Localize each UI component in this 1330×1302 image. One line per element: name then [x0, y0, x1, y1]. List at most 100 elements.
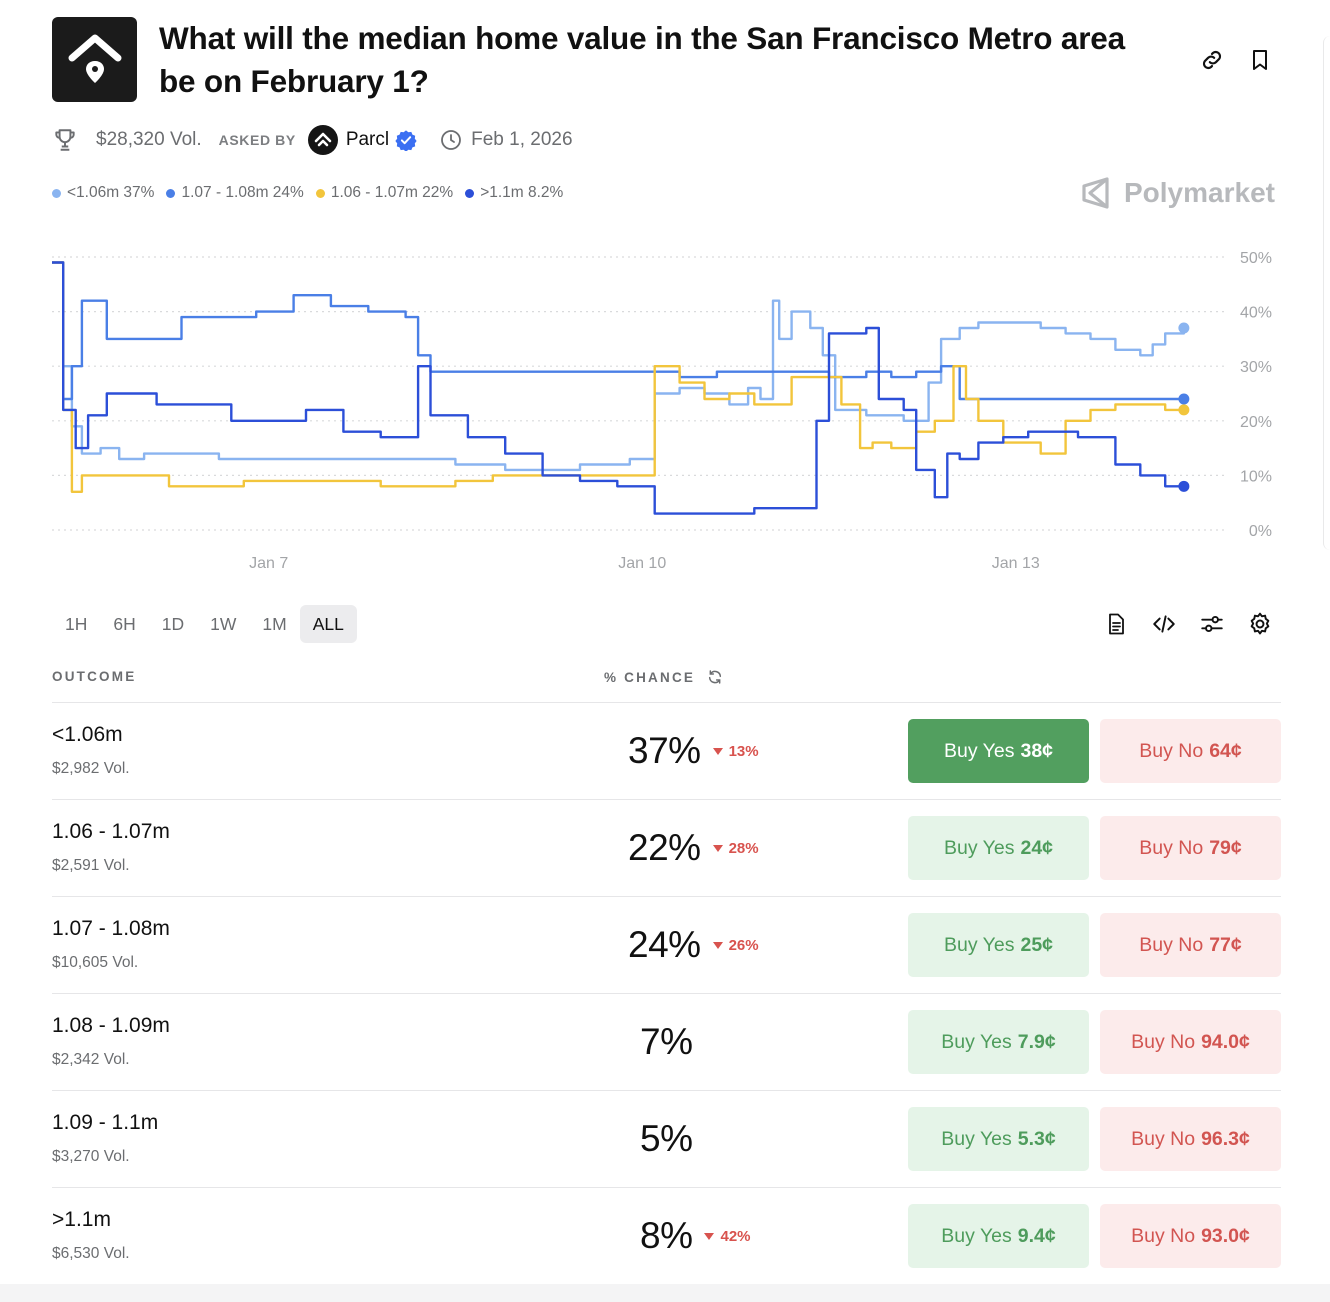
outcome-row[interactable]: 1.07 - 1.08m $10,605 Vol. 24% 26% Buy Yes 25¢… [52, 896, 1281, 993]
chance-percent: 24% [628, 924, 701, 965]
buy-no-price: 94.0¢ [1201, 1030, 1250, 1053]
legend-dot [52, 188, 61, 198]
buy-no-button[interactable]: Buy No 93.0¢ [1100, 1204, 1281, 1268]
outcome-row[interactable]: >1.1m $6,530 Vol. 8% 42% Buy Yes 9.4¢ Buy No 93… [52, 1187, 1281, 1284]
buy-yes-label: Buy Yes [941, 1127, 1012, 1150]
buy-no-label: Buy No [1131, 1127, 1196, 1150]
series-end-point [1178, 480, 1190, 492]
outcome-row[interactable]: 1.06 - 1.07m $2,591 Vol. 22% 28% Buy Yes 24¢ B… [52, 799, 1281, 896]
bookmark-icon[interactable] [1246, 46, 1274, 74]
outcome-chance-cell: 7% [552, 1019, 782, 1065]
outcome-volume: $10,605 Vol. [52, 954, 139, 971]
buy-yes-price: 38¢ [1020, 739, 1054, 762]
market-meta: $28,320 Vol. ASKED BY Parcl Feb 1, 2026 [52, 124, 573, 156]
buy-no-label: Buy No [1139, 836, 1204, 859]
buy-yes-price: 24¢ [1020, 836, 1054, 859]
down-triangle-icon [712, 747, 723, 755]
polymarket-logo-icon [1082, 177, 1109, 209]
settings-gear-icon[interactable] [1246, 610, 1274, 638]
outcome-volume: $6,530 Vol. [52, 1245, 130, 1262]
range-button-all[interactable]: ALL [299, 605, 357, 643]
chance-percent: 7% [640, 1021, 693, 1062]
copy-link-icon[interactable] [1198, 46, 1226, 74]
buy-yes-button[interactable]: Buy Yes 38¢ [908, 719, 1089, 783]
outcome-row[interactable]: 1.08 - 1.09m $2,342 Vol. 7% Buy Yes 7.9¢ Buy … [52, 993, 1281, 1090]
buy-yes-button[interactable]: Buy Yes 5.3¢ [908, 1107, 1089, 1171]
buy-yes-label: Buy Yes [943, 836, 1015, 859]
outcome-chance-cell: 5% [552, 1116, 782, 1162]
filter-sliders-icon[interactable] [1198, 610, 1226, 638]
legend-label: 1.07 - 1.08m 24% [181, 184, 304, 201]
document-icon[interactable] [1102, 610, 1130, 638]
outcome-volume: $2,342 Vol. [52, 1051, 130, 1068]
buy-yes-label: Buy Yes [941, 1030, 1012, 1053]
outcome-volume: $2,982 Vol. [52, 760, 130, 777]
x-tick-label: Jan 10 [618, 555, 666, 572]
buy-no-label: Buy No [1131, 1224, 1196, 1247]
outcome-label: >1.1m [52, 1208, 111, 1231]
buy-no-button[interactable]: Buy No 94.0¢ [1100, 1010, 1281, 1074]
y-tick-label: 50% [1240, 250, 1272, 267]
buy-yes-button[interactable]: Buy Yes 7.9¢ [908, 1010, 1089, 1074]
range-button-6h[interactable]: 6H [113, 613, 136, 634]
buy-no-label: Buy No [1139, 739, 1204, 762]
range-button-1d[interactable]: 1D [161, 613, 185, 634]
y-tick-label: 20% [1240, 414, 1272, 431]
buy-no-price: 77¢ [1209, 933, 1242, 956]
buy-yes-label: Buy Yes [941, 1224, 1012, 1247]
trophy-icon [55, 129, 75, 151]
embed-code-icon[interactable] [1150, 610, 1178, 638]
buy-no-button[interactable]: Buy No 64¢ [1100, 719, 1281, 783]
outcome-label: 1.07 - 1.08m [52, 917, 170, 940]
buy-yes-button[interactable]: Buy Yes 25¢ [908, 913, 1089, 977]
legend-dot [166, 188, 176, 198]
down-triangle-icon [712, 844, 723, 852]
refresh-icon[interactable] [707, 669, 723, 685]
buy-yes-button[interactable]: Buy Yes 9.4¢ [908, 1204, 1089, 1268]
range-button-1w[interactable]: 1W [210, 613, 237, 634]
x-tick-label: Jan 13 [992, 555, 1040, 572]
buy-no-button[interactable]: Buy No 77¢ [1100, 913, 1281, 977]
legend-dot [465, 188, 475, 198]
y-tick-label: 10% [1240, 468, 1272, 485]
chance-change-badge: 42% [704, 1228, 751, 1245]
series-end-point [1178, 404, 1190, 416]
chance-column-header: % CHANCE [604, 669, 723, 685]
buy-yes-button[interactable]: Buy Yes 24¢ [908, 816, 1089, 880]
outcome-row[interactable]: <1.06m $2,982 Vol. 37% 13% Buy Yes 38¢ Buy No 6… [52, 702, 1281, 799]
creator-name[interactable]: Parcl [345, 129, 390, 150]
buy-no-label: Buy No [1139, 933, 1204, 956]
asked-by-label: ASKED BY [218, 132, 296, 148]
legend-label: >1.1m 8.2% [480, 184, 564, 201]
market-logo [52, 17, 137, 102]
outcome-header-label: OUTCOME [52, 669, 137, 684]
range-button-1m[interactable]: 1M [262, 613, 287, 634]
outcome-row[interactable]: 1.09 - 1.1m $3,270 Vol. 5% Buy Yes 5.3¢ Buy N… [52, 1090, 1281, 1187]
outcome-label: 1.08 - 1.09m [52, 1014, 170, 1037]
chance-change-value: 26% [728, 936, 759, 954]
chance-percent: 37% [628, 730, 701, 771]
outcome-chance-cell: 22% 28% [552, 825, 782, 871]
legend-label: <1.06m 37% [67, 184, 155, 201]
page-footer-strip [0, 1284, 1330, 1302]
series-line [52, 261, 1184, 493]
x-tick-label: Jan 7 [249, 555, 288, 572]
buy-no-price: 79¢ [1209, 836, 1242, 859]
buy-yes-label: Buy Yes [943, 933, 1015, 956]
buy-no-button[interactable]: Buy No 79¢ [1100, 816, 1281, 880]
creator-avatar[interactable] [307, 125, 338, 155]
market-title: What will the median home value in the S… [159, 20, 1125, 99]
price-history-chart: 0% 10% 20% 30% 40% 50% Jan 7 Jan 10 Jan 13 [52, 250, 1272, 572]
time-range-selector: 1H 6H 1D 1W 1M ALL [52, 605, 357, 643]
down-triangle-icon [712, 941, 723, 949]
series-line [52, 261, 1186, 472]
verified-badge-icon [395, 129, 417, 151]
buy-yes-label: Buy Yes [943, 739, 1015, 762]
buy-no-button[interactable]: Buy No 96.3¢ [1100, 1107, 1281, 1171]
polymarket-brand: Polymarket [1080, 176, 1275, 210]
chart-legend: <1.06m 37% 1.07 - 1.08m 24% 1.06 - 1.07m 2… [52, 182, 575, 204]
down-triangle-icon [704, 1232, 715, 1240]
chance-percent: 8% [640, 1215, 693, 1256]
range-button-1h[interactable]: 1H [65, 613, 88, 634]
outcome-chance-cell: 24% 26% [552, 922, 782, 968]
